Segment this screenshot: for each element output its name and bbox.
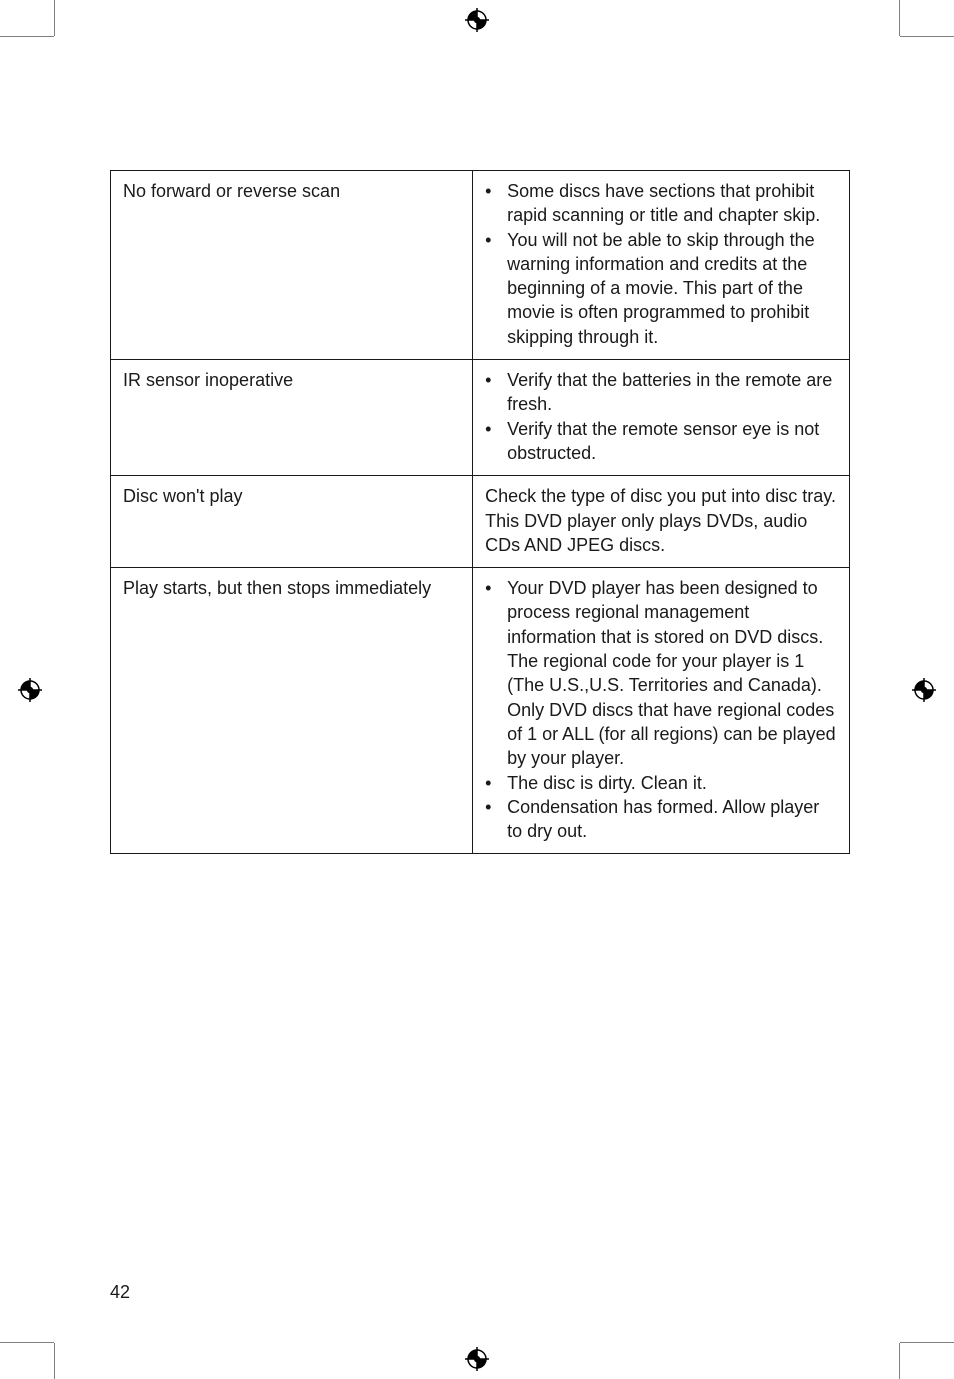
bullet-dot-icon: • [485,179,507,203]
problem-cell: Disc won't play [111,476,473,568]
solution-text: Check the type of disc you put into disc… [485,486,836,555]
bullet-text: Some discs have sections that prohibit r… [507,179,837,228]
bullet-text: Verify that the batteries in the remote … [507,368,837,417]
bullet-dot-icon: • [485,228,507,252]
problem-cell: Play starts, but then stops immediately [111,568,473,854]
bullet-text: You will not be able to skip through the… [507,228,837,349]
bullet-item: •The disc is dirty. Clean it. [485,771,837,795]
crop-mark [0,1342,54,1343]
crop-mark [899,0,900,36]
table-row: Disc won't play Check the type of disc yo… [111,476,850,568]
bullet-dot-icon: • [485,795,507,819]
bullet-dot-icon: • [485,368,507,392]
bullet-item: •Your DVD player has been designed to pr… [485,576,837,770]
bullet-dot-icon: • [485,771,507,795]
solution-cell: •Your DVD player has been designed to pr… [473,568,850,854]
crop-mark [900,36,954,37]
registration-mark-icon [465,8,489,32]
bullet-item: •Verify that the batteries in the remote… [485,368,837,417]
page-content: No forward or reverse scan•Some discs ha… [110,170,850,854]
table-row: Play starts, but then stops immediately •… [111,568,850,854]
page-number: 42 [110,1282,130,1303]
registration-mark-icon [465,1347,489,1371]
bullet-text: The disc is dirty. Clean it. [507,771,837,795]
bullet-dot-icon: • [485,417,507,441]
solution-cell: •Verify that the batteries in the remote… [473,360,850,476]
bullet-item: •Condensation has formed. Allow player t… [485,795,837,844]
bullet-text: Condensation has formed. Allow player to… [507,795,837,844]
solution-cell: •Some discs have sections that prohibit … [473,171,850,360]
bullet-item: •Some discs have sections that prohibit … [485,179,837,228]
crop-mark [0,36,54,37]
problem-text: IR sensor inoperative [123,370,293,390]
bullet-text: Your DVD player has been designed to pro… [507,576,837,770]
bullet-item: •Verify that the remote sensor eye is no… [485,417,837,466]
bullet-item: •You will not be able to skip through th… [485,228,837,349]
table-row: No forward or reverse scan •Some discs ha… [111,171,850,360]
bullet-dot-icon: • [485,576,507,600]
problem-cell: No forward or reverse scan [111,171,473,360]
bullet-text: Verify that the remote sensor eye is not… [507,417,837,466]
troubleshooting-table: No forward or reverse scan•Some discs ha… [110,170,850,854]
problem-cell: IR sensor inoperative [111,360,473,476]
problem-text: Play starts, but then stops immediately [123,578,431,598]
table-row: IR sensor inoperative •Verify that the ba… [111,360,850,476]
registration-mark-icon [18,678,42,702]
crop-mark [900,1342,954,1343]
solution-cell: Check the type of disc you put into disc… [473,476,850,568]
problem-text: Disc won't play [123,486,242,506]
crop-mark [899,1343,900,1379]
crop-mark [54,0,55,36]
problem-text: No forward or reverse scan [123,181,340,201]
registration-mark-icon [912,678,936,702]
crop-mark [54,1343,55,1379]
